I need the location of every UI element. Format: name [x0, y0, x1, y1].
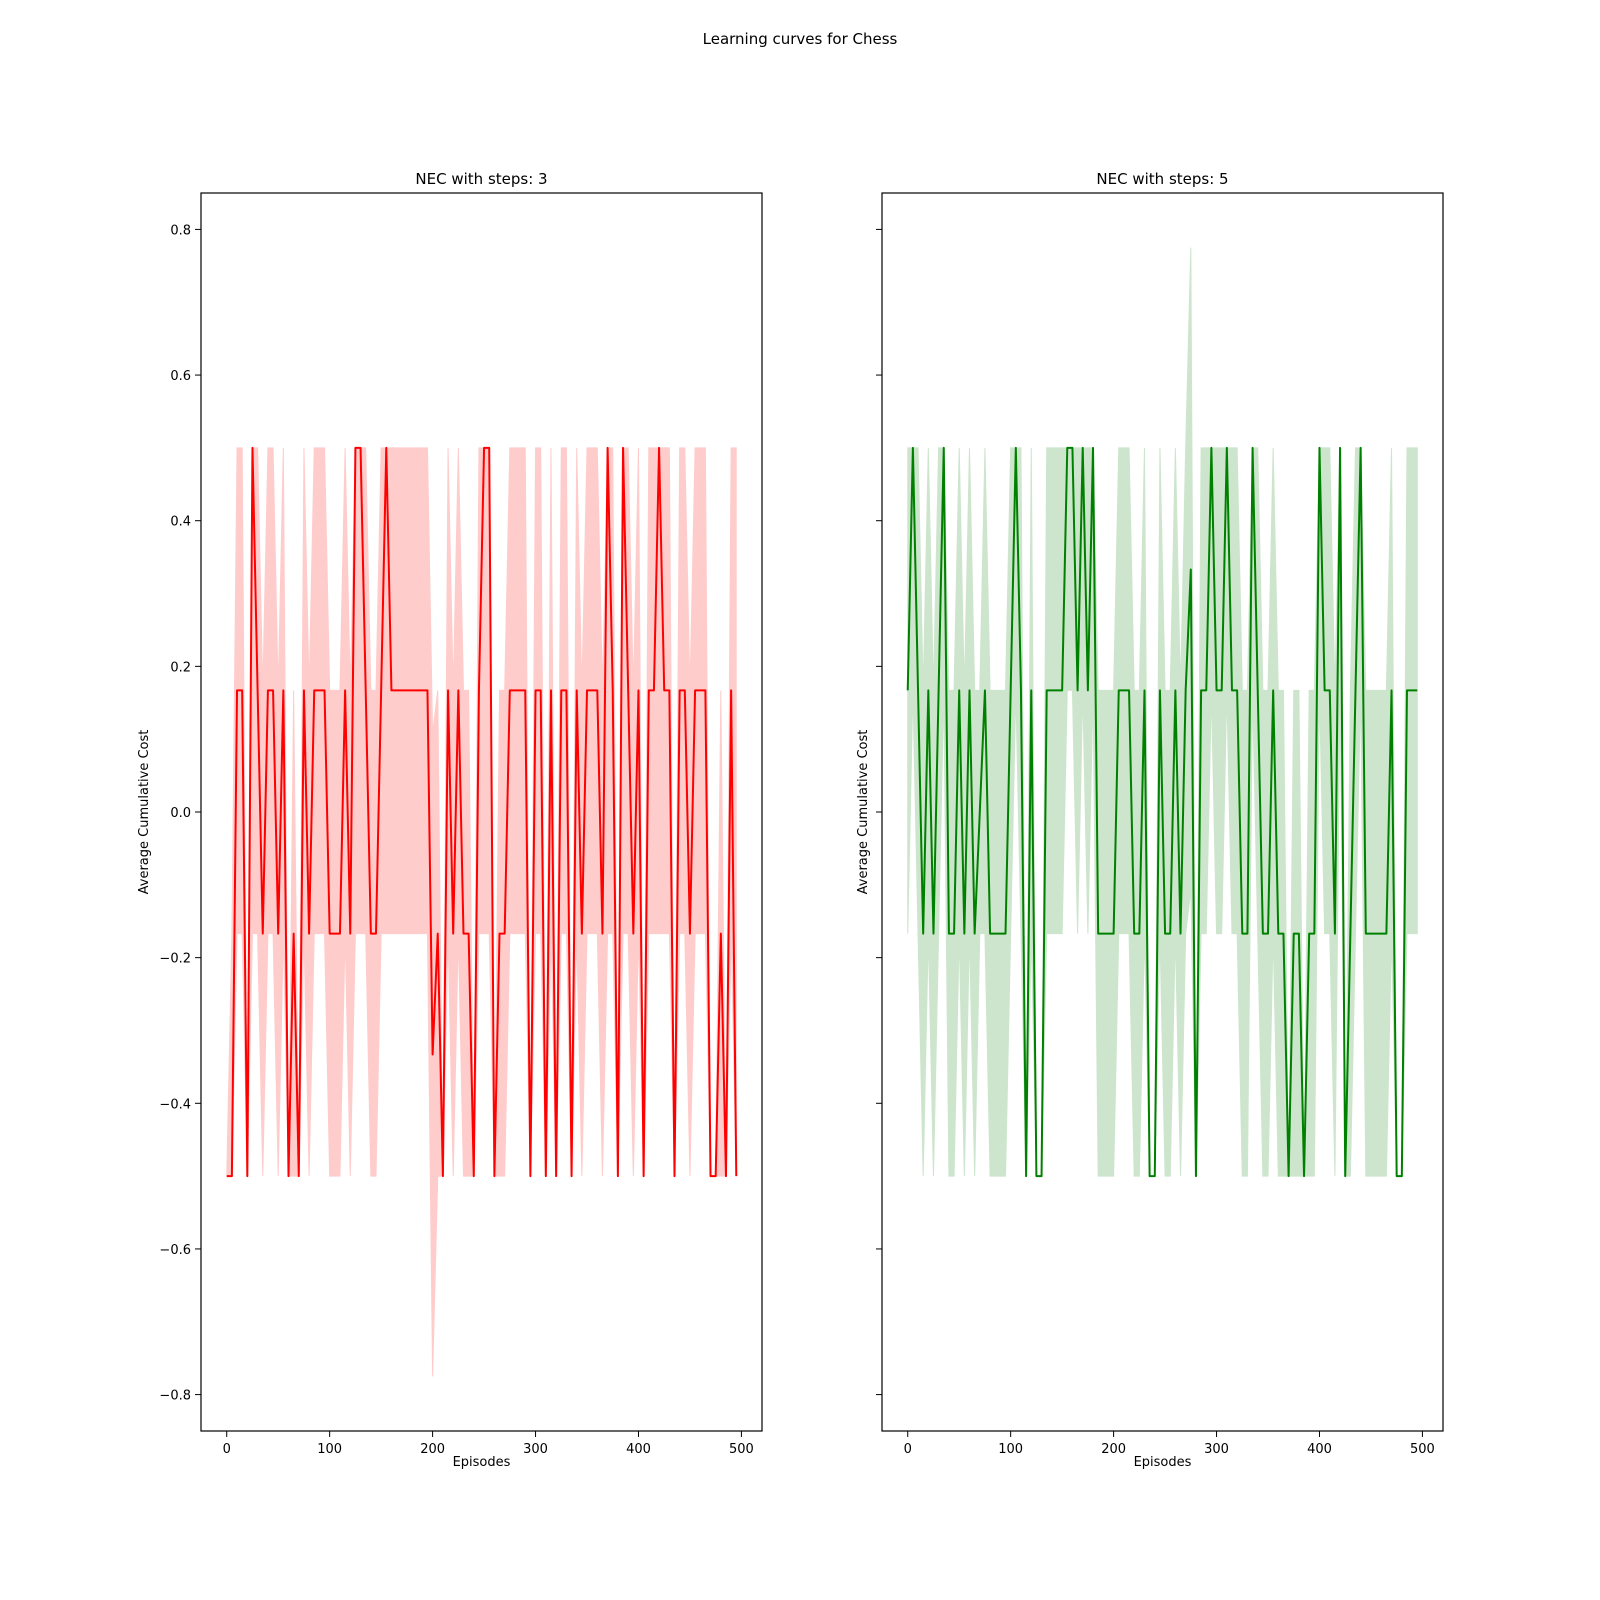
right-subplot-mean-line-0	[906, 446, 1418, 1178]
right-subplot-xtick-label-300: 300	[1204, 1442, 1229, 1457]
left-subplot-ytick-label-3: −0.2	[159, 952, 191, 967]
left-subplot: NEC with steps: 3 Episodes Average Cumul…	[137, 170, 763, 1470]
right-subplot: NEC with steps: 5 Episodes Average Cumul…	[856, 170, 1444, 1470]
right-subplot-xtick-label-0: 0	[904, 1442, 912, 1457]
left-subplot-xtick-label-0: 0	[223, 1442, 231, 1457]
right-subplot-xtick-label-500: 500	[1410, 1442, 1435, 1457]
left-subplot-xtick-label-300: 300	[523, 1442, 548, 1457]
left-subplot-ytick-label-0: −0.8	[159, 1389, 191, 1404]
left-subplot-ytick-label-7: 0.6	[170, 369, 191, 384]
figure-title: Learning curves for Chess	[703, 30, 898, 48]
right-subplot-ylabel: Average Cumulative Cost	[856, 730, 871, 895]
right-subplot-title: NEC with steps: 5	[1096, 170, 1228, 188]
left-subplot-ytick-label-5: 0.2	[170, 660, 191, 675]
left-subplot-ytick-label-4: 0.0	[170, 806, 191, 821]
left-subplot-title: NEC with steps: 3	[415, 170, 547, 188]
left-subplot-confidence-band-0	[226, 447, 737, 1377]
right-subplot-xtick-label-100: 100	[998, 1442, 1023, 1457]
left-subplot-mean-line-0	[226, 446, 738, 1178]
left-subplot-ytick-label-8: 0.8	[170, 223, 191, 238]
left-subplot-xtick-label-200: 200	[420, 1442, 445, 1457]
left-subplot-xtick-label-100: 100	[317, 1442, 342, 1457]
left-subplot-ytick-label-1: −0.6	[159, 1243, 191, 1258]
right-subplot-xtick-label-200: 200	[1101, 1442, 1126, 1457]
right-subplot-xtick-label-400: 400	[1307, 1442, 1332, 1457]
left-subplot-ylabel: Average Cumulative Cost	[137, 730, 152, 895]
left-subplot-xtick-label-400: 400	[626, 1442, 651, 1457]
left-subplot-xtick-label-500: 500	[729, 1442, 754, 1457]
left-subplot-ytick-label-6: 0.4	[170, 515, 191, 530]
right-subplot-confidence-band-0	[907, 247, 1418, 1177]
left-subplot-xlabel: Episodes	[453, 1455, 511, 1470]
right-subplot-xlabel: Episodes	[1134, 1455, 1192, 1470]
left-subplot-ytick-label-2: −0.4	[159, 1097, 191, 1112]
